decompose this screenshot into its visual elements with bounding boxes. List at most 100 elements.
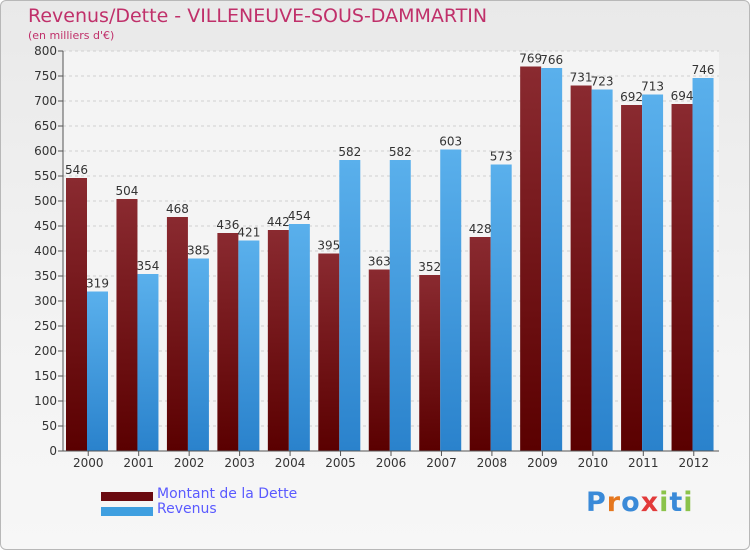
y-tick-label: 600: [34, 144, 57, 158]
bar-revenus: [692, 78, 714, 451]
data-label-revenus: 582: [338, 145, 361, 159]
bar-dette: [570, 85, 592, 451]
x-tick-label: 2005: [325, 456, 356, 470]
bar-revenus: [187, 258, 209, 451]
bar-dette: [419, 275, 441, 451]
x-tick-label: 2010: [578, 456, 609, 470]
bar-dette: [217, 233, 239, 451]
bar-revenus: [591, 89, 613, 451]
logo-letter: P: [586, 487, 607, 518]
data-label-dette: 546: [65, 163, 88, 177]
data-label-dette: 395: [317, 239, 340, 253]
y-tick-label: 150: [34, 369, 57, 383]
bar-dette: [621, 105, 643, 451]
data-label-dette: 769: [519, 52, 542, 66]
data-label-revenus: 454: [288, 209, 311, 223]
bar-dette: [671, 104, 693, 451]
y-tick-label: 50: [42, 419, 57, 433]
x-tick-label: 2000: [73, 456, 104, 470]
bar-revenus: [288, 224, 310, 451]
bar-dette: [166, 217, 188, 451]
chart-subtitle: (en milliers d'€): [28, 29, 115, 42]
data-label-dette: 442: [267, 215, 290, 229]
bar-revenus: [137, 274, 159, 451]
x-tick-label: 2011: [628, 456, 659, 470]
x-tick-label: 2002: [174, 456, 205, 470]
y-tick-label: 550: [34, 169, 57, 183]
data-label-revenus: 582: [389, 145, 412, 159]
data-label-revenus: 746: [692, 63, 715, 77]
proxiti-logo: Proxiti: [586, 487, 694, 518]
y-tick-label: 650: [34, 119, 57, 133]
logo-letter: o: [621, 487, 641, 518]
y-tick-label: 0: [49, 444, 57, 458]
bar-dette: [368, 269, 390, 451]
bar-revenus: [440, 149, 462, 451]
y-tick-label: 100: [34, 394, 57, 408]
legend-swatch-revenus: [101, 507, 153, 516]
x-tick-label: 2008: [477, 456, 508, 470]
legend-swatch-dette: [101, 492, 153, 501]
x-tick-label: 2009: [527, 456, 558, 470]
bar-revenus: [490, 164, 512, 451]
y-tick-label: 400: [34, 244, 57, 258]
data-label-dette: 504: [116, 184, 139, 198]
data-label-revenus: 319: [86, 277, 109, 291]
y-tick-label: 750: [34, 69, 57, 83]
logo-letter: i: [683, 487, 694, 518]
bar-revenus: [389, 160, 411, 451]
bar-revenus: [642, 94, 664, 451]
y-tick-label: 350: [34, 269, 57, 283]
x-tick-label: 2001: [123, 456, 154, 470]
data-label-dette: 692: [620, 90, 643, 104]
data-label-dette: 428: [469, 222, 492, 236]
bar-dette: [66, 178, 87, 451]
logo-letter: r: [606, 487, 622, 518]
y-tick-label: 450: [34, 219, 57, 233]
y-tick-label: 500: [34, 194, 57, 208]
legend-label-dette: Montant de la Dette: [157, 486, 298, 502]
data-label-revenus: 354: [137, 259, 160, 273]
bar-dette: [520, 66, 542, 451]
data-label-dette: 731: [570, 71, 593, 85]
bar-revenus: [541, 68, 563, 451]
data-label-revenus: 766: [540, 53, 563, 67]
data-label-revenus: 603: [439, 135, 462, 149]
logo-letter: t: [669, 487, 684, 518]
bar-dette: [318, 253, 340, 451]
y-tick-label: 700: [34, 94, 57, 108]
legend-label-revenus: Revenus: [157, 501, 217, 517]
bar-dette: [116, 199, 138, 451]
x-tick-label: 2007: [426, 456, 457, 470]
logo-letter: x: [640, 487, 660, 518]
chart-title: Revenus/Dette - VILLENEUVE-SOUS-DAMMARTI…: [28, 5, 488, 27]
data-label-dette: 363: [368, 255, 391, 269]
data-label-revenus: 421: [237, 226, 260, 240]
logo-letter: i: [659, 487, 670, 518]
data-label-dette: 436: [216, 218, 239, 232]
y-tick-label: 250: [34, 319, 57, 333]
bar-dette: [267, 230, 289, 451]
data-label-dette: 352: [418, 260, 441, 274]
x-axis: 2000 2001 2002 2003 2004 2005 2006 2007 2008 2009…: [63, 450, 719, 470]
x-tick-label: 2003: [224, 456, 255, 470]
y-tick-label: 800: [34, 44, 57, 58]
data-label-revenus: 713: [641, 80, 664, 94]
bar-revenus: [87, 291, 108, 451]
y-axis: 0 50 100 150 200 250 300 350 400 450 500 550 600 650 7…: [34, 44, 64, 458]
x-tick-label: 2004: [275, 456, 306, 470]
data-label-revenus: 723: [591, 75, 614, 89]
y-tick-label: 300: [34, 294, 57, 308]
data-label-revenus: 385: [187, 244, 210, 258]
data-label-revenus: 573: [490, 150, 513, 164]
data-label-dette: 694: [671, 89, 694, 103]
x-tick-label: 2006: [376, 456, 407, 470]
bar-dette: [469, 237, 491, 451]
bars: [66, 66, 714, 451]
y-tick-label: 200: [34, 344, 57, 358]
bar-revenus: [238, 240, 260, 451]
x-tick-label: 2012: [678, 456, 709, 470]
